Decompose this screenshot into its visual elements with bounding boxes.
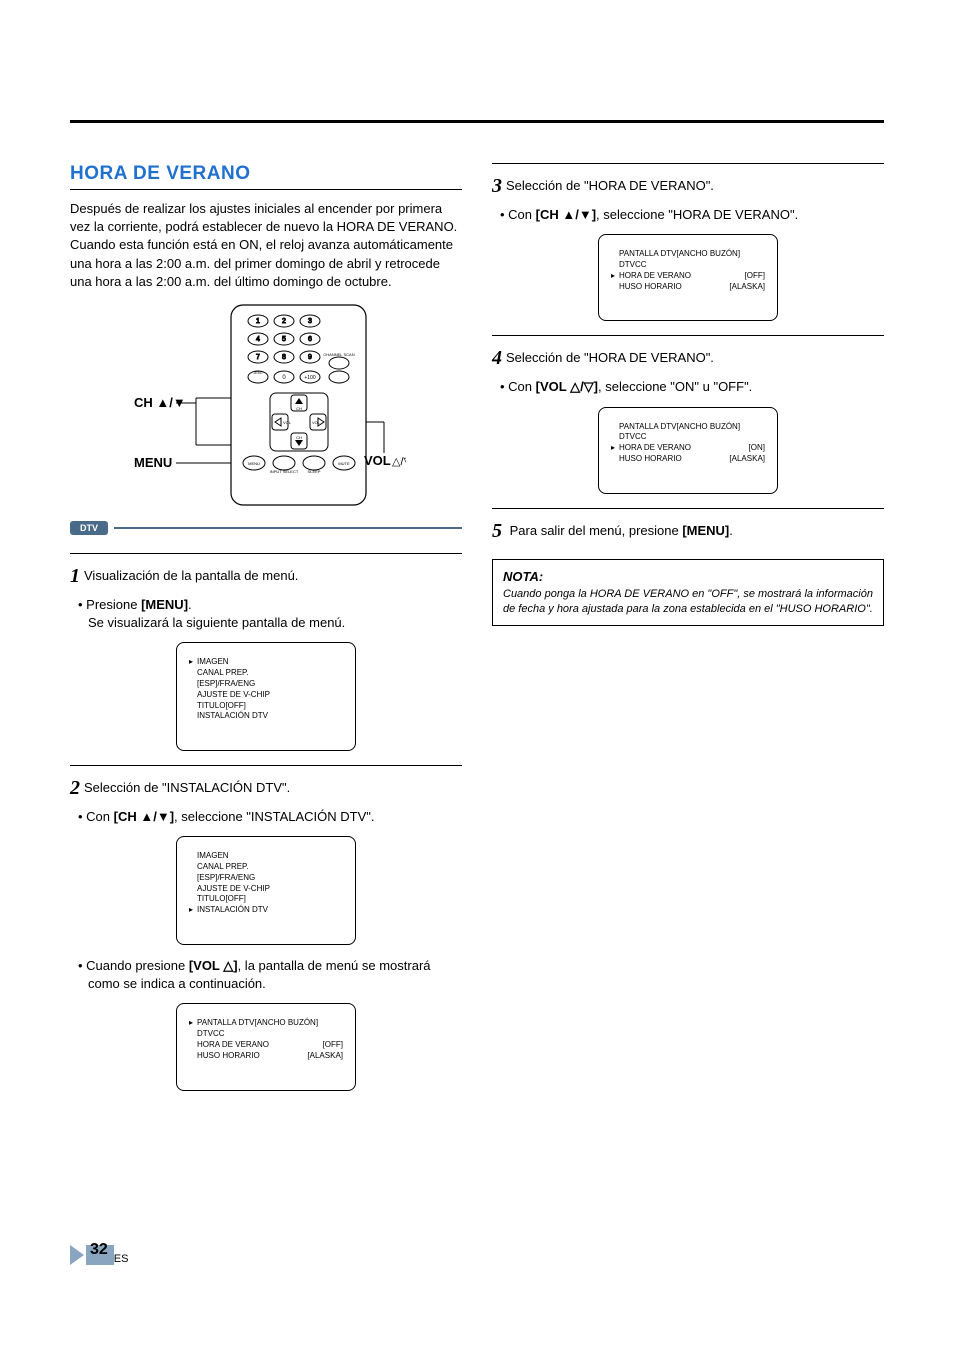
step-1: 1Visualización de la pantalla de menú. P… [70, 553, 462, 751]
dtv-badge-row: DTV [70, 521, 462, 535]
svg-text:CH ▲/▼: CH ▲/▼ [134, 395, 186, 410]
page-number: 32 [90, 1241, 108, 1259]
step-4-head: Selección de "HORA DE VERANO". [506, 350, 714, 365]
svg-text:△/▽: △/▽ [392, 456, 406, 468]
step-1-head: Visualización de la pantalla de menú. [84, 568, 298, 583]
step-1-bullet: Presione [MENU]. Se visualizará la sigui… [88, 596, 462, 632]
step-2: 2Selección de "INSTALACIÓN DTV". Con [CH… [70, 765, 462, 1091]
svg-text:VOL: VOL [312, 420, 321, 425]
step-3: 3Selección de "HORA DE VERANO". Con [CH … [492, 163, 884, 321]
step-4-bullet-a: Con [VOL △/▽], seleccione "ON" u "OFF". [510, 378, 884, 396]
menu-screen-5: PANTALLA DTV[ANCHO BUZÓN]DTVCC▸HORA DE V… [598, 407, 778, 494]
footer-arrow-icon [70, 1245, 84, 1265]
svg-text:MENU: MENU [134, 455, 172, 470]
section-title: HORA DE VERANO [70, 163, 462, 190]
svg-text:1: 1 [256, 318, 260, 325]
step-2-bullet-a: Con [CH ▲/▼], seleccione "INSTALACIÓN DT… [88, 808, 462, 826]
note-body: Cuando ponga la HORA DE VERANO en "OFF",… [503, 587, 873, 617]
two-column-layout: HORA DE VERANO Después de realizar los a… [70, 163, 884, 1105]
svg-text:VOL: VOL [364, 453, 391, 468]
right-column: 3Selección de "HORA DE VERANO". Con [CH … [492, 163, 884, 1105]
step-3-bullet-a: Con [CH ▲/▼], seleccione "HORA DE VERANO… [510, 206, 884, 224]
step-4: 4Selección de "HORA DE VERANO". Con [VOL… [492, 335, 884, 493]
svg-text:8: 8 [282, 354, 286, 361]
note-title: NOTA: [503, 568, 873, 586]
remote-diagram: 1 2 3 4 5 6 7 8 9 CHANNEL SCAN [70, 303, 462, 513]
menu-screen-4: PANTALLA DTV[ANCHO BUZÓN]DTVCC▸HORA DE V… [598, 234, 778, 321]
menu-screen-3: ▸PANTALLA DTV[ANCHO BUZÓN]DTVCCHORA DE V… [176, 1003, 356, 1090]
svg-text:SLEEP: SLEEP [308, 469, 321, 474]
svg-text:CH: CH [296, 406, 302, 411]
page-footer: 32 ES [70, 1245, 884, 1265]
menu-screen-2: IMAGENCANAL PREP.[ESP]/FRA/ENGAJUSTE DE … [176, 836, 356, 945]
svg-text:2: 2 [282, 318, 286, 325]
intro-paragraph: Después de realizar los ajustes iniciale… [70, 200, 462, 291]
page-suffix: ES [114, 1253, 129, 1265]
dtv-line [114, 527, 462, 529]
svg-text:CHANNEL SCAN: CHANNEL SCAN [323, 352, 354, 357]
step-3-head: Selección de "HORA DE VERANO". [506, 178, 714, 193]
svg-text:7: 7 [256, 354, 260, 361]
svg-text:6: 6 [308, 336, 312, 343]
svg-text:MENU: MENU [248, 461, 260, 466]
svg-text:+100: +100 [304, 375, 315, 381]
svg-text:VOL: VOL [283, 420, 292, 425]
svg-text:9: 9 [308, 354, 312, 361]
svg-text:5: 5 [282, 336, 286, 343]
step-2-head: Selección de "INSTALACIÓN DTV". [84, 780, 290, 795]
svg-text:INPUT SELECT: INPUT SELECT [270, 469, 299, 474]
menu-screen-1: ▸IMAGENCANAL PREP.[ESP]/FRA/ENGAJUSTE DE… [176, 642, 356, 751]
step-2-bullet-b: Cuando presione [VOL △], la pantalla de … [88, 957, 462, 993]
left-column: HORA DE VERANO Después de realizar los a… [70, 163, 462, 1105]
svg-text:CH: CH [296, 435, 302, 440]
svg-text:MUTE: MUTE [338, 461, 350, 466]
note-box: NOTA: Cuando ponga la HORA DE VERANO en … [492, 559, 884, 626]
dtv-badge: DTV [70, 521, 108, 535]
step-5: 5 Para salir del menú, presione [MENU]. [492, 508, 884, 545]
svg-text:4: 4 [256, 336, 260, 343]
svg-text:-/ENT: -/ENT [253, 370, 264, 375]
svg-text:3: 3 [308, 318, 312, 325]
top-rule [70, 120, 884, 123]
